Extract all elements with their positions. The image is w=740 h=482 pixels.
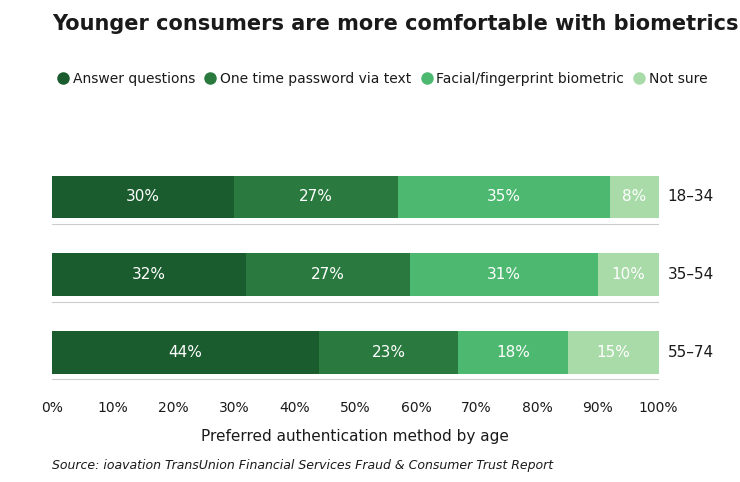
- Text: 31%: 31%: [487, 267, 521, 282]
- Text: 18–34: 18–34: [667, 189, 714, 204]
- Text: 30%: 30%: [126, 189, 160, 204]
- Bar: [246, 254, 410, 296]
- Bar: [610, 175, 659, 218]
- Text: 23%: 23%: [371, 345, 406, 360]
- X-axis label: Preferred authentication method by age: Preferred authentication method by age: [201, 428, 509, 444]
- Text: 27%: 27%: [299, 189, 333, 204]
- Text: 32%: 32%: [132, 267, 166, 282]
- Text: 35–54: 35–54: [667, 267, 714, 282]
- Text: 15%: 15%: [596, 345, 630, 360]
- Bar: [52, 175, 234, 218]
- Bar: [397, 175, 610, 218]
- Bar: [458, 331, 568, 374]
- Text: 44%: 44%: [169, 345, 202, 360]
- Text: 35%: 35%: [487, 189, 521, 204]
- Text: 27%: 27%: [311, 267, 345, 282]
- Bar: [52, 254, 246, 296]
- Legend: Answer questions, One time password via text, Facial/fingerprint biometric, Not : Answer questions, One time password via …: [58, 72, 707, 86]
- Bar: [234, 175, 397, 218]
- Text: 55–74: 55–74: [667, 345, 714, 360]
- Bar: [568, 331, 659, 374]
- Bar: [52, 331, 319, 374]
- Bar: [598, 254, 659, 296]
- Text: 8%: 8%: [622, 189, 647, 204]
- Text: 10%: 10%: [611, 267, 645, 282]
- Bar: [410, 254, 598, 296]
- Text: Younger consumers are more comfortable with biometrics: Younger consumers are more comfortable w…: [52, 14, 739, 34]
- Text: Source: ioavation TransUnion Financial Services Fraud & Consumer Trust Report: Source: ioavation TransUnion Financial S…: [52, 459, 553, 472]
- Text: 18%: 18%: [496, 345, 530, 360]
- Bar: [319, 331, 458, 374]
